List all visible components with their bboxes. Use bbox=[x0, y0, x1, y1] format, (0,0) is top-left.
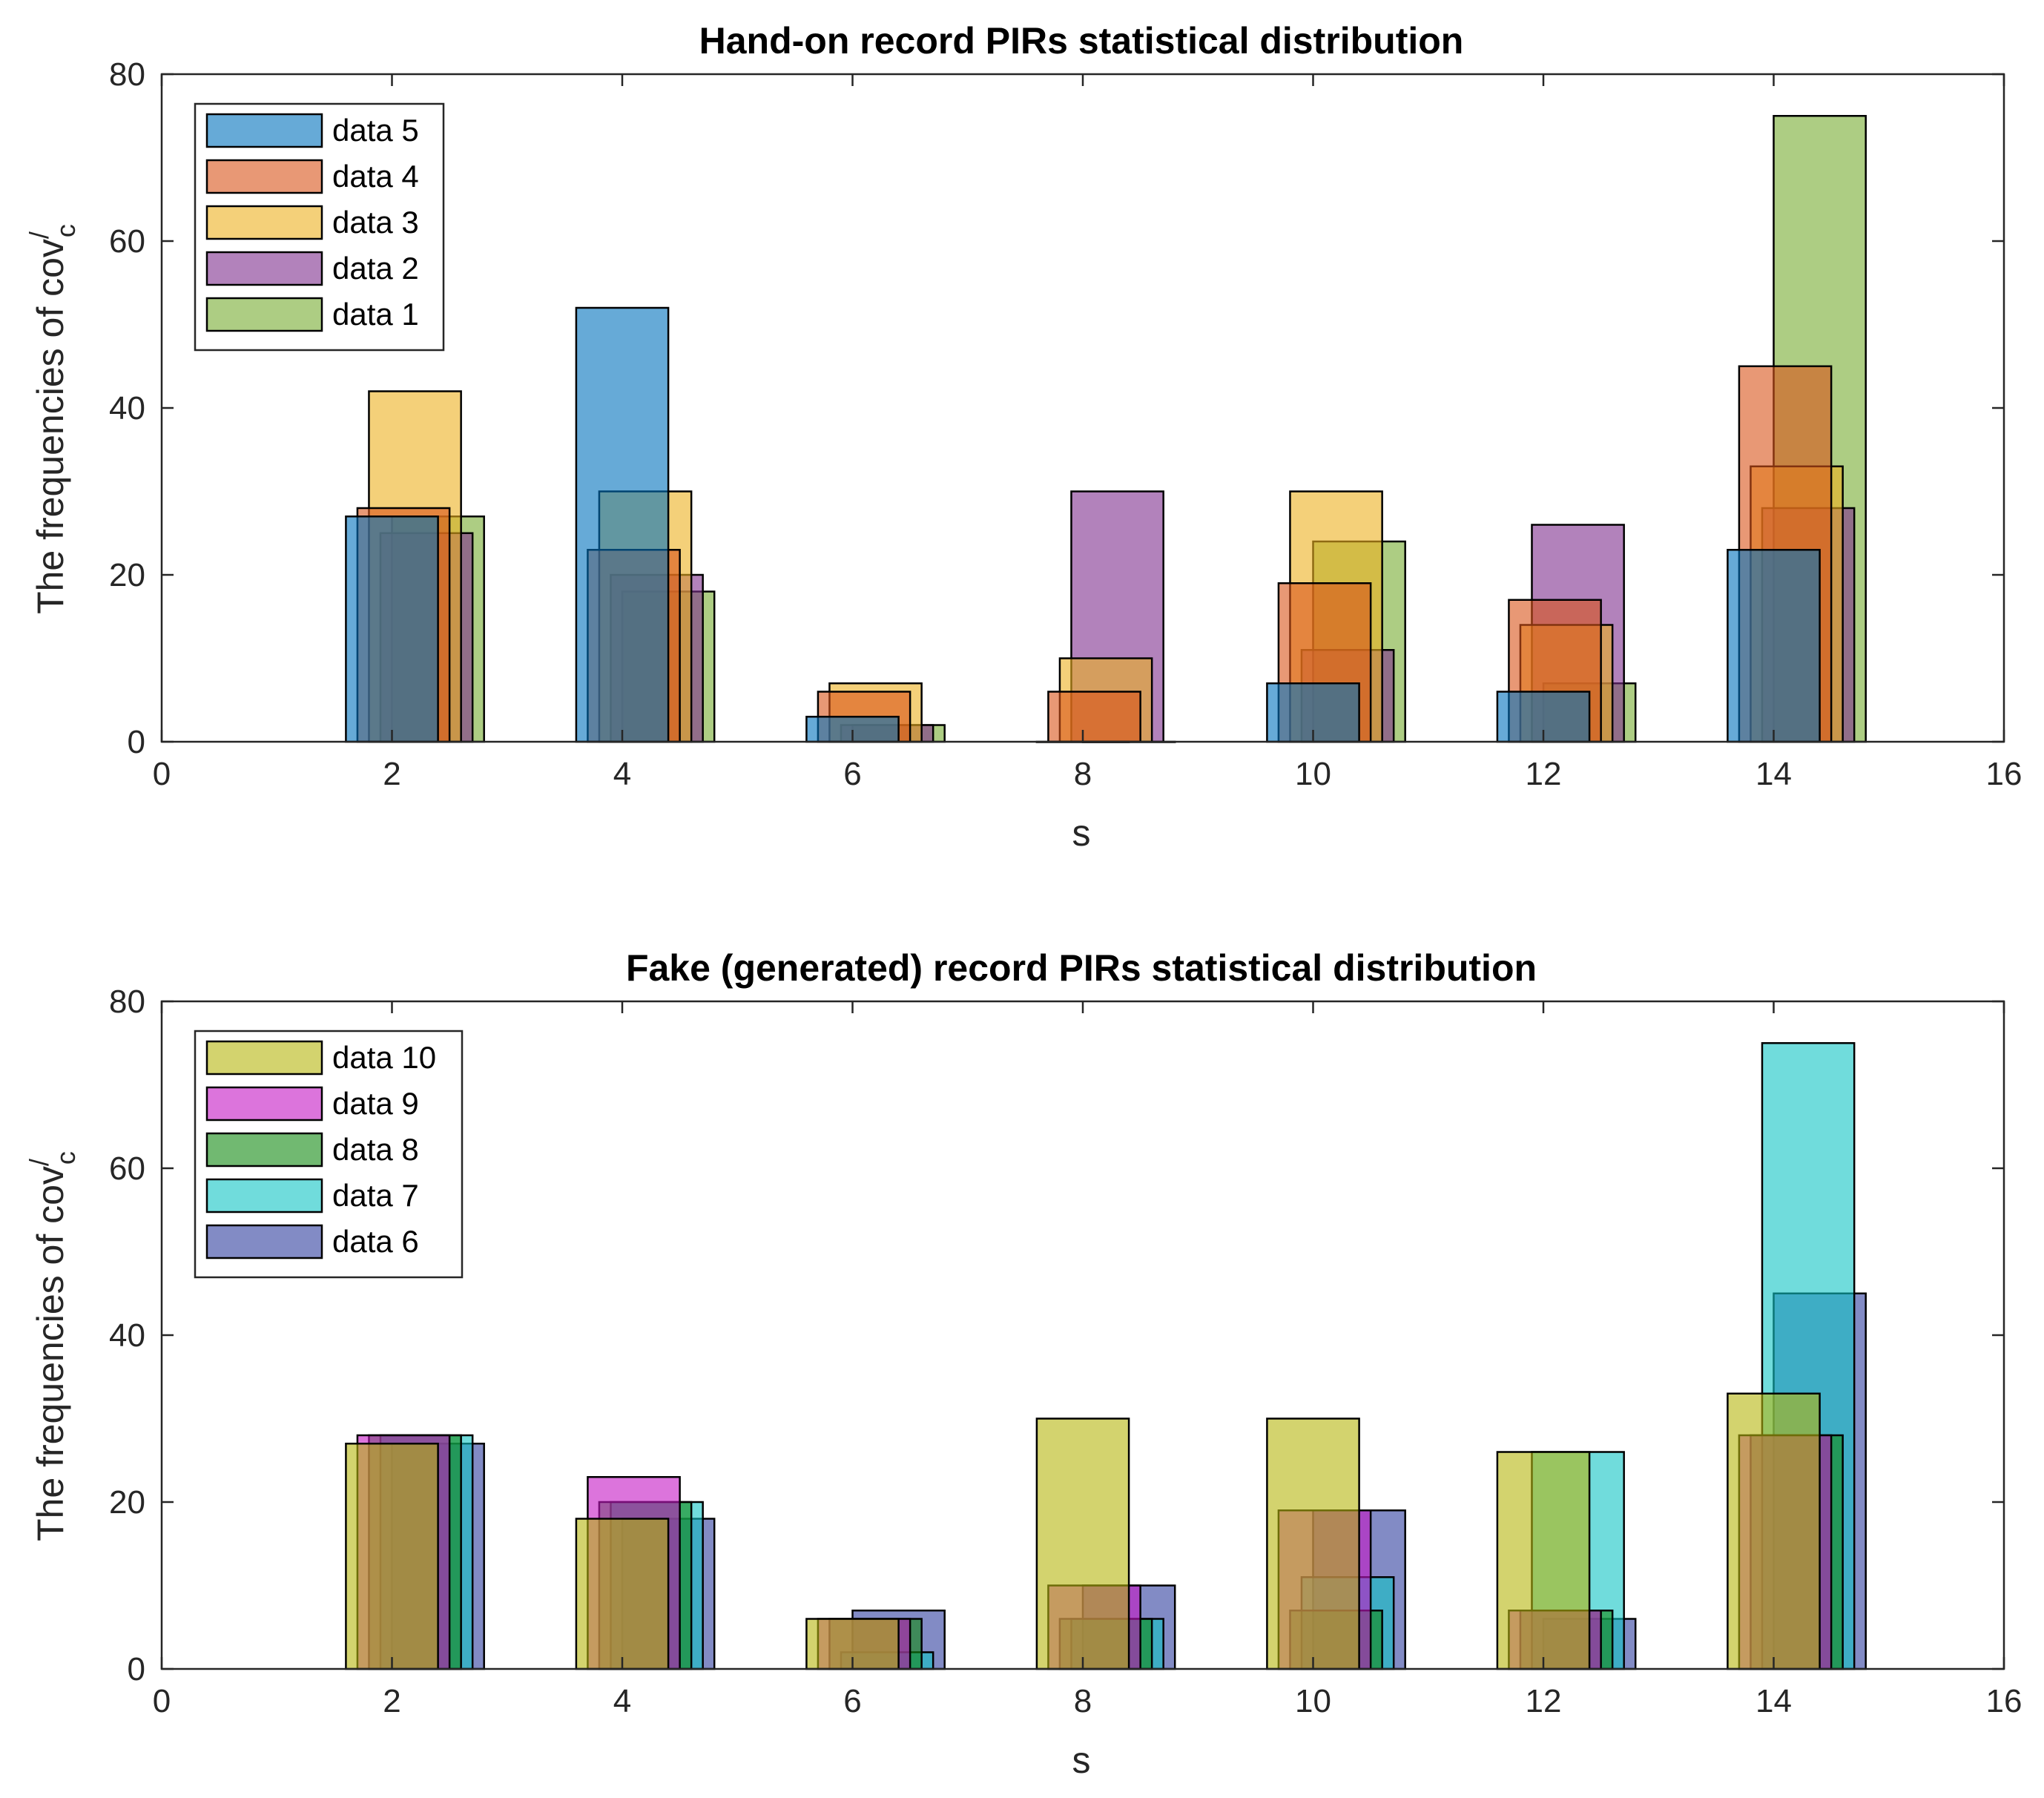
x-tick-label: 0 bbox=[153, 1683, 171, 1719]
x-tick-label: 16 bbox=[1986, 1683, 2022, 1719]
y-axis-label-sub: c bbox=[50, 224, 81, 237]
x-tick-label: 10 bbox=[1295, 756, 1331, 792]
x-tick-label: 4 bbox=[613, 1683, 631, 1719]
y-axis-label-main: The frequencies of cov bbox=[30, 239, 71, 614]
legend-entry: data 10 bbox=[332, 1040, 436, 1075]
chart-title: Fake (generated) record PIRs statistical… bbox=[626, 947, 1537, 989]
y-axis-label-sub: c bbox=[50, 1151, 81, 1165]
x-tick-label: 6 bbox=[843, 1683, 861, 1719]
x-tick-label: 12 bbox=[1526, 1683, 1562, 1719]
y-tick-label: 80 bbox=[109, 56, 145, 93]
x-tick-label: 6 bbox=[843, 756, 861, 792]
x-tick-label: 8 bbox=[1074, 756, 1092, 792]
x-tick-label: 8 bbox=[1074, 1683, 1092, 1719]
bar bbox=[1727, 549, 1821, 743]
legend-swatch bbox=[205, 1224, 323, 1259]
bar bbox=[345, 1443, 439, 1670]
x-tick-label: 0 bbox=[153, 756, 171, 792]
y-tick-label: 20 bbox=[109, 557, 145, 593]
bar bbox=[805, 1618, 900, 1670]
fake-chart: Fake (generated) record PIRs statistical… bbox=[24, 947, 2022, 1781]
x-axis-label: s bbox=[1072, 812, 1091, 854]
x-tick-label: 2 bbox=[383, 756, 400, 792]
legend-entry: data 1 bbox=[332, 297, 419, 332]
y-tick-label: 80 bbox=[109, 984, 145, 1020]
x-tick-label: 4 bbox=[613, 756, 631, 792]
hand-on-chart: Hand-on record PIRs statistical distribu… bbox=[24, 20, 2022, 854]
y-tick-label: 0 bbox=[128, 724, 145, 760]
legend-entry: data 7 bbox=[332, 1178, 419, 1213]
legend-swatch bbox=[205, 1132, 323, 1168]
y-tick-label: 60 bbox=[109, 1150, 145, 1187]
legend-swatch bbox=[205, 1178, 323, 1214]
x-tick-label: 10 bbox=[1295, 1683, 1331, 1719]
legend-entry: data 5 bbox=[332, 113, 419, 148]
y-axis-label: The frequencies of cov/c bbox=[24, 224, 81, 614]
bar bbox=[1727, 1392, 1821, 1670]
legend-entry: data 9 bbox=[332, 1086, 419, 1121]
y-tick-label: 20 bbox=[109, 1484, 145, 1521]
legend-entry: data 3 bbox=[332, 205, 419, 240]
legend: data 10 data 9 data 8 data 7 data 6 bbox=[194, 1030, 464, 1279]
legend-swatch bbox=[205, 113, 323, 148]
bar bbox=[575, 306, 670, 743]
y-tick-label: 60 bbox=[109, 223, 145, 260]
chart-title: Hand-on record PIRs statistical distribu… bbox=[699, 20, 1464, 62]
x-tick-label: 16 bbox=[1986, 756, 2022, 792]
legend-swatch bbox=[205, 159, 323, 194]
bar bbox=[1266, 1417, 1360, 1670]
legend-swatch bbox=[205, 297, 323, 332]
y-tick-label: 40 bbox=[109, 390, 145, 427]
bar bbox=[1496, 1451, 1591, 1670]
x-tick-label: 14 bbox=[1755, 1683, 1792, 1719]
legend: data 5 data 4 data 3 data 2 data 1 bbox=[194, 102, 445, 352]
legend-entry: data 8 bbox=[332, 1132, 419, 1167]
y-axis-label-main: The frequencies of cov bbox=[30, 1166, 71, 1541]
x-axis-label: s bbox=[1072, 1739, 1091, 1781]
legend-entry: data 4 bbox=[332, 159, 419, 194]
y-axis-label-sup: / bbox=[24, 231, 54, 239]
legend-swatch bbox=[205, 1040, 323, 1076]
x-tick-label: 14 bbox=[1755, 756, 1792, 792]
y-axis-label: The frequencies of cov/c bbox=[24, 1151, 81, 1541]
legend-entry: data 6 bbox=[332, 1224, 419, 1259]
bar bbox=[345, 516, 439, 743]
bar bbox=[575, 1518, 670, 1670]
y-tick-label: 0 bbox=[128, 1651, 145, 1687]
y-axis-label-sup: / bbox=[24, 1159, 54, 1166]
legend-entry: data 2 bbox=[332, 251, 419, 286]
legend-swatch bbox=[205, 1086, 323, 1122]
legend-swatch bbox=[205, 205, 323, 240]
x-tick-label: 12 bbox=[1526, 756, 1562, 792]
bar bbox=[1035, 1417, 1130, 1670]
legend-swatch bbox=[205, 251, 323, 286]
y-tick-label: 40 bbox=[109, 1317, 145, 1354]
bar bbox=[1047, 691, 1141, 743]
x-tick-label: 2 bbox=[383, 1683, 400, 1719]
